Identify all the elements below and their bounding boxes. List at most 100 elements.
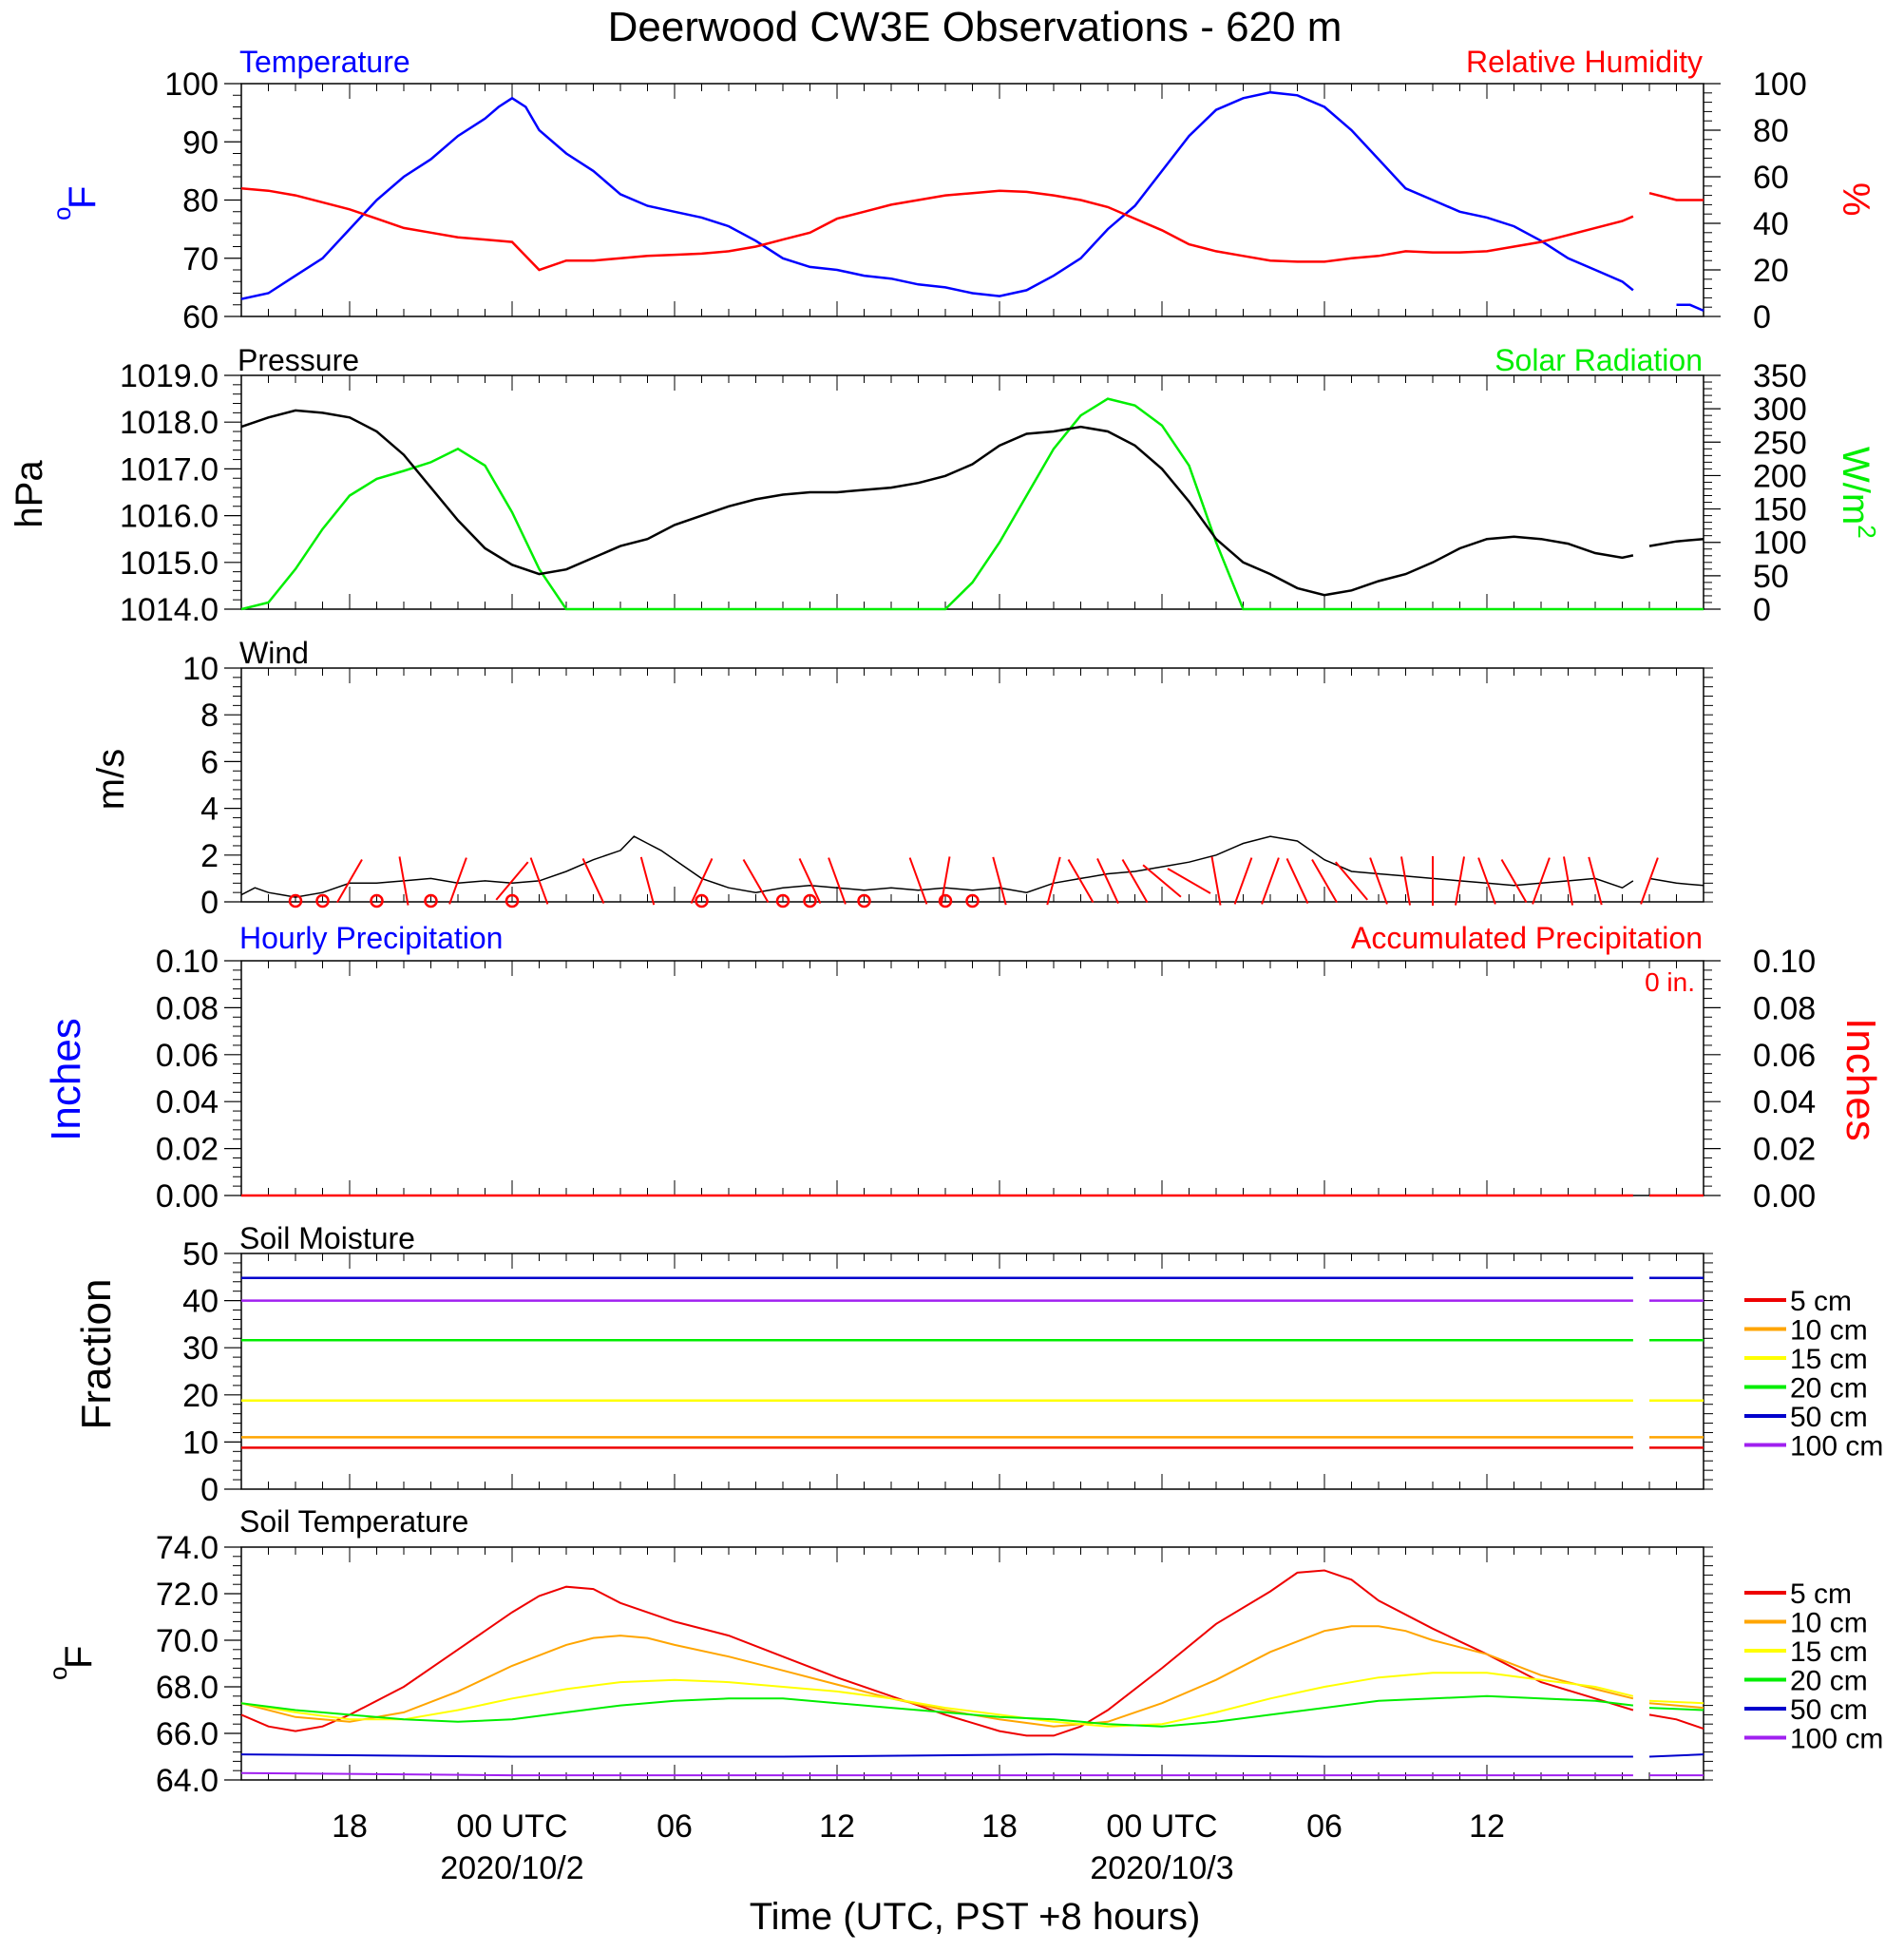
y-tick-label-right: 0.06	[1753, 1038, 1816, 1074]
wind-barb	[448, 857, 467, 905]
panel-frame-moist: 0 10 20 30 40 50	[182, 1236, 1713, 1508]
wind-barb	[336, 858, 363, 904]
y-tick-label-right: 40	[1753, 206, 1789, 242]
accum-precip-label: Accumulated Precipitation	[1351, 921, 1703, 955]
y-tick-label-right: 0	[1753, 299, 1771, 335]
y-tick-label-right: 100	[1753, 67, 1807, 103]
wind-calm-circle	[965, 893, 980, 909]
x-tick-label: 06	[1306, 1808, 1342, 1845]
y-tick-label-left: 2	[200, 838, 219, 874]
x-tick-label: 18	[332, 1808, 368, 1845]
y-tick-label-left: 80	[182, 183, 219, 220]
legend-label: 20 cm	[1790, 1666, 1868, 1697]
wind-calm-circle	[938, 893, 953, 909]
pressure-label: Pressure	[238, 343, 359, 377]
wind-barb	[992, 856, 1007, 906]
precip-unit-left: Inches	[43, 1018, 89, 1141]
soil-temperature-line	[240, 1625, 1704, 1728]
y-tick-label-right: 0.10	[1753, 944, 1816, 980]
solar-label: Solar Radiation	[1495, 343, 1703, 377]
y-tick-label-right: 0	[1753, 592, 1771, 628]
y-tick-label-right: 300	[1753, 392, 1807, 428]
y-tick-label-left: 70	[182, 241, 219, 277]
wind-barb	[1400, 856, 1411, 906]
y-tick-label-left: 10	[182, 1425, 219, 1461]
wind-barb	[581, 858, 605, 904]
y-tick-label-left: 90	[182, 124, 219, 161]
y-tick-label-left: 1016.0	[120, 499, 219, 535]
y-tick-label-right: 250	[1753, 425, 1807, 461]
soil-temperature-line	[240, 1694, 1704, 1728]
legend-label: 50 cm	[1790, 1402, 1868, 1433]
y-tick-label-left: 30	[182, 1330, 219, 1367]
solar-series-line	[240, 397, 1704, 611]
pressure-series-line	[240, 409, 1704, 597]
panel-frame-temp: 60 70 80 90 100 0 20 40 60 80 100	[164, 67, 1806, 335]
x-tick-label: 12	[819, 1808, 855, 1845]
wind-barb	[908, 857, 928, 905]
x-tick-label: 06	[657, 1808, 693, 1845]
wind-barb	[639, 856, 656, 906]
y-tick-label-left: 0.00	[156, 1178, 219, 1215]
wind-barb	[1335, 861, 1368, 901]
plot-layer: 607080901000204060801001014.01015.01016.…	[120, 67, 1883, 1886]
y-tick-label-left: 1015.0	[120, 545, 219, 582]
legend-label: 100 cm	[1790, 1431, 1883, 1463]
panel-frame-prec: 0.00 0.02 0.04 0.06 0.08 0.10 0.00 0.02 0.04 0.06…	[156, 944, 1816, 1215]
y-tick-label-left: 0.02	[156, 1132, 219, 1168]
soil-temperature-line	[240, 1771, 1704, 1777]
wind-barb	[1210, 856, 1222, 906]
soil-temperature-label: Soil Temperature	[239, 1504, 468, 1539]
wind-barb	[495, 861, 529, 901]
soil-temperature-line	[240, 1569, 1704, 1737]
wind-barb	[742, 858, 770, 904]
y-tick-label-right: 0.08	[1753, 990, 1816, 1026]
y-tick-label-left: 70.0	[156, 1623, 219, 1659]
legend-label: 15 cm	[1790, 1344, 1868, 1375]
legend-label: 10 cm	[1790, 1608, 1868, 1639]
y-tick-label-right: 200	[1753, 458, 1807, 494]
panel-frame-pres: 1014.01015.01016.01017.01018.01019.00501…	[120, 358, 1807, 628]
humidity-series-line	[240, 187, 1704, 272]
soil-moisture-unit: Fraction	[73, 1279, 120, 1430]
y-tick-label-left: 0.08	[156, 990, 219, 1026]
soil-temperature-line	[240, 1753, 1704, 1758]
x-date-label: 2020/10/2	[440, 1850, 583, 1886]
humidity-unit: %	[1835, 182, 1876, 217]
wind-barb	[1563, 856, 1573, 906]
soil-temperature-panel: Soil Temperature o F	[44, 1504, 468, 1680]
y-tick-label-left: 0	[200, 1472, 219, 1508]
y-tick-label-left: 68.0	[156, 1670, 219, 1706]
wind-barb	[1121, 858, 1149, 904]
y-tick-label-left: 1018.0	[120, 405, 219, 441]
wind-calm-circle	[695, 893, 709, 909]
y-tick-label-right: 0.04	[1753, 1084, 1816, 1120]
legend-label: 5 cm	[1790, 1286, 1852, 1317]
y-tick-label-left: 0.04	[156, 1084, 219, 1120]
wind-barb	[1588, 856, 1603, 906]
solar-unit: W/m2	[1835, 447, 1881, 539]
y-tick-label-right: 50	[1753, 559, 1789, 595]
y-tick-label-left: 8	[200, 698, 219, 734]
x-tick-label: 00 UTC	[456, 1808, 567, 1845]
wind-barb	[798, 858, 822, 904]
wind-panel: Wind m/s	[90, 636, 309, 810]
temperature-humidity-panel: Temperature Relative Humidity o F %	[48, 45, 1876, 220]
precip-unit-right: Inches	[1837, 1018, 1884, 1141]
wind-barb	[1167, 868, 1211, 894]
accum-precip-total: 0 in.	[1645, 967, 1695, 997]
y-tick-label-right: 60	[1753, 160, 1789, 196]
wind-calm-circle	[775, 893, 790, 909]
wind-barb	[1142, 864, 1182, 898]
solar-unit-base: W/m	[1835, 447, 1876, 525]
temperature-label: Temperature	[239, 45, 410, 79]
wind-barb	[1046, 856, 1061, 906]
y-tick-label-left: 0	[200, 885, 219, 921]
soil-temp-unit-degree: o	[44, 1667, 72, 1680]
x-tick-label: 12	[1469, 1808, 1505, 1845]
y-tick-label-right: 0.02	[1753, 1132, 1816, 1168]
wind-barb	[1532, 857, 1551, 905]
wind-barb	[1285, 858, 1309, 904]
